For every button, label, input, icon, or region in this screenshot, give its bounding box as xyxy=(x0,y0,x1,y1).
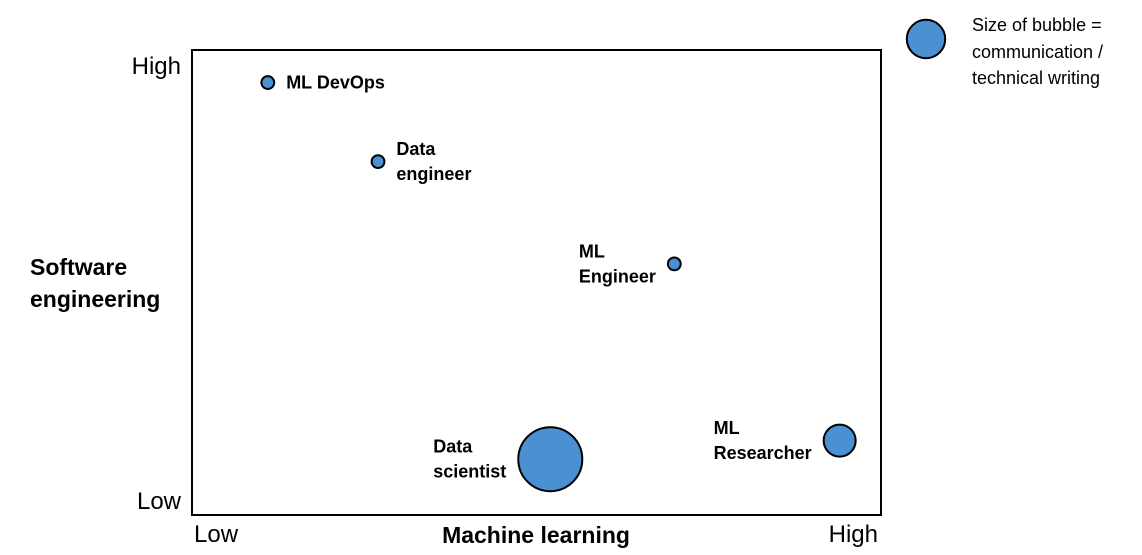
legend-text-line-2: communication / xyxy=(972,42,1103,62)
bubble-label-3-line-0: Data xyxy=(433,437,473,457)
y-axis-title-line-2: engineering xyxy=(30,286,160,312)
bubble-4 xyxy=(822,423,857,458)
x-tick-low: Low xyxy=(194,521,239,548)
y-axis-title: Software engineering xyxy=(30,254,160,312)
y-tick-low: Low xyxy=(137,488,182,515)
bubble-label-2-line-0: ML xyxy=(579,241,605,261)
bubble-label-3: Data scientist xyxy=(433,437,506,482)
bubble-label-2-line-1: Engineer xyxy=(579,266,656,286)
bubble-label-2: ML Engineer xyxy=(579,241,656,286)
legend-text-line-1: Size of bubble = xyxy=(972,15,1102,35)
bubble-label-0: ML DevOps xyxy=(286,73,385,93)
legend: Size of bubble = communication / technic… xyxy=(905,15,1108,88)
bubble-label-4: ML Researcher xyxy=(714,418,812,463)
y-axis-title-line-1: Software xyxy=(30,254,127,280)
legend-text: Size of bubble = communication / technic… xyxy=(972,15,1108,88)
bubble-label-1-line-0: Data xyxy=(396,139,436,159)
bubble-label-3-line-1: scientist xyxy=(433,462,506,482)
data-points: ML DevOps Data engineer ML Engineer Data scien… xyxy=(260,73,857,493)
bubble-label-1-line-1: engineer xyxy=(396,164,471,184)
bubble-label-4-line-1: Researcher xyxy=(714,443,812,463)
legend-bubble xyxy=(905,18,947,60)
bubble-label-4-line-0: ML xyxy=(714,418,740,438)
bubble-3 xyxy=(517,426,584,493)
bubble-label-1: Data engineer xyxy=(396,139,471,184)
legend-text-line-3: technical writing xyxy=(972,68,1100,88)
bubble-2 xyxy=(666,256,682,272)
x-tick-high: High xyxy=(829,521,878,548)
y-tick-high: High xyxy=(132,53,181,80)
x-axis-title: Machine learning xyxy=(442,522,630,548)
bubble-1 xyxy=(370,154,386,170)
bubble-0 xyxy=(260,75,276,90)
bubble-label-0-line-0: ML DevOps xyxy=(286,73,385,93)
plot-area-frame xyxy=(191,49,882,516)
